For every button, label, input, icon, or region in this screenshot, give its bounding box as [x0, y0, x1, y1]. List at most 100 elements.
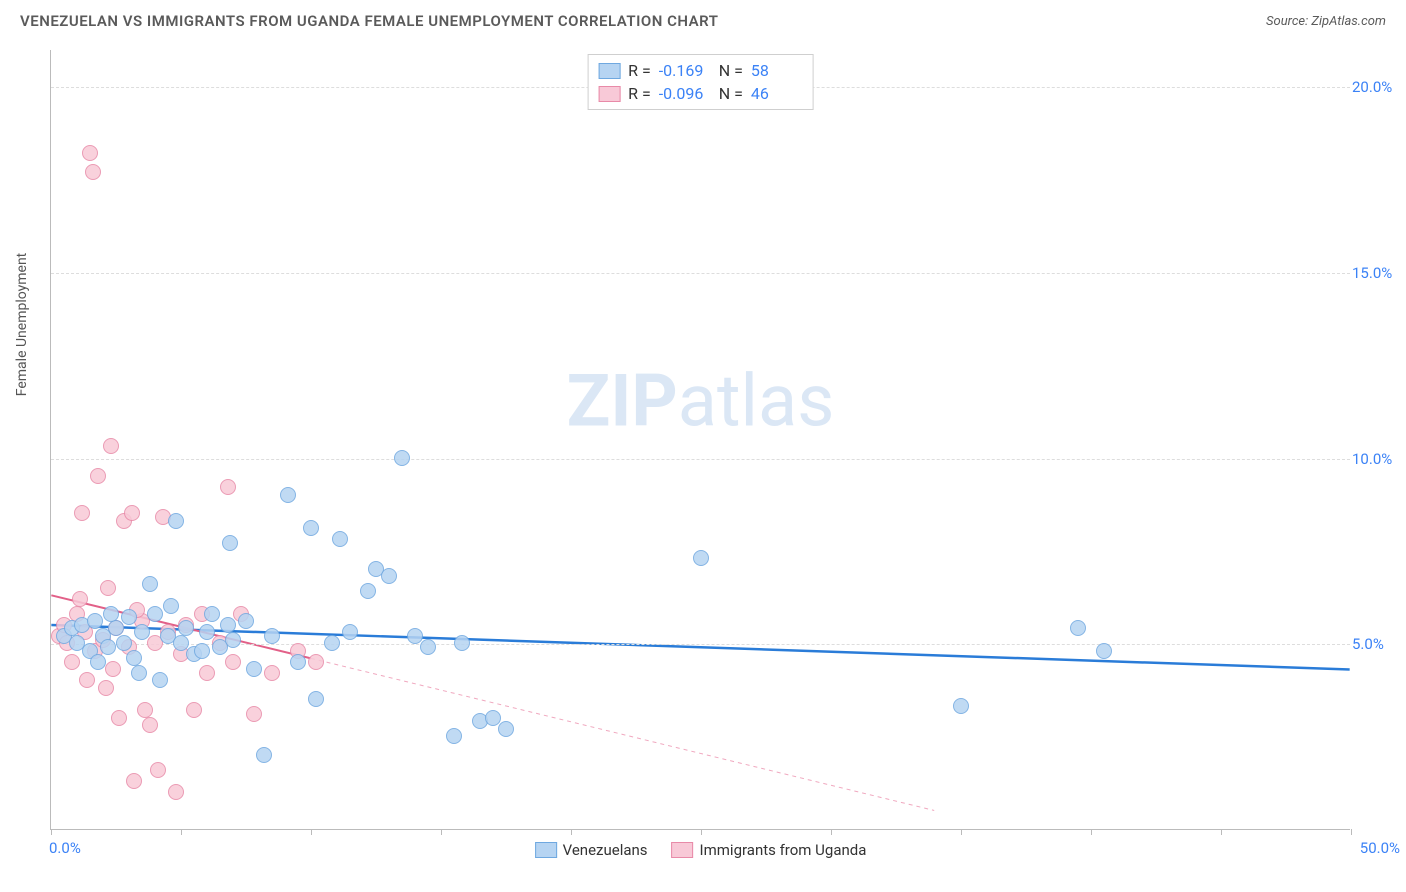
gridline [51, 459, 1350, 460]
x-tick [961, 829, 962, 835]
scatter-point [308, 654, 324, 670]
legend-item-series-0: Venezuelans [535, 841, 648, 859]
scatter-point [134, 624, 150, 640]
scatter-point [199, 624, 215, 640]
scatter-point [178, 620, 194, 636]
scatter-point [79, 672, 95, 688]
x-tick [1091, 829, 1092, 835]
r-value-series-1: -0.096 [659, 84, 711, 103]
scatter-point [194, 643, 210, 659]
legend-row-series-0: R = -0.169 N = 58 [598, 59, 803, 82]
scatter-point [168, 784, 184, 800]
scatter-point [100, 639, 116, 655]
scatter-point [85, 164, 101, 180]
scatter-point [308, 691, 324, 707]
scatter-point [953, 698, 969, 714]
scatter-point [264, 665, 280, 681]
scatter-point [103, 438, 119, 454]
r-label: R = [628, 61, 651, 80]
scatter-point [90, 468, 106, 484]
y-tick-label: 5.0% [1352, 635, 1400, 653]
scatter-point [199, 665, 215, 681]
scatter-point [131, 665, 147, 681]
scatter-point [163, 598, 179, 614]
x-tick [181, 829, 182, 835]
chart-title: VENEZUELAN VS IMMIGRANTS FROM UGANDA FEM… [20, 12, 718, 30]
legend-swatch-bottom-0 [535, 842, 557, 858]
scatter-point [342, 624, 358, 640]
scatter-point [150, 762, 166, 778]
legend-swatch-series-1 [598, 86, 620, 102]
r-value-series-0: -0.169 [659, 61, 711, 80]
chart-container: Female Unemployment ZIPatlas R = -0.169 … [50, 50, 1380, 870]
x-tick [311, 829, 312, 835]
scatter-point [303, 520, 319, 536]
scatter-point [360, 583, 376, 599]
scatter-point [142, 576, 158, 592]
gridline [51, 644, 1350, 645]
legend-correlation-box: R = -0.169 N = 58 R = -0.096 N = 46 [587, 54, 814, 110]
scatter-point [90, 654, 106, 670]
legend-label-series-1: Immigrants from Uganda [700, 841, 867, 859]
n-value-series-0: 58 [751, 61, 803, 80]
scatter-point [105, 661, 121, 677]
scatter-point [137, 702, 153, 718]
n-label: N = [719, 61, 743, 80]
scatter-point [186, 702, 202, 718]
scatter-point [256, 747, 272, 763]
scatter-point [238, 613, 254, 629]
scatter-point [147, 606, 163, 622]
scatter-point [72, 591, 88, 607]
scatter-point [1096, 643, 1112, 659]
scatter-point [332, 531, 348, 547]
scatter-point [246, 661, 262, 677]
scatter-point [64, 654, 80, 670]
scatter-point [324, 635, 340, 651]
scatter-point [152, 672, 168, 688]
n-label: N = [719, 84, 743, 103]
scatter-point [74, 505, 90, 521]
scatter-point [454, 635, 470, 651]
scatter-point [111, 710, 127, 726]
scatter-point [204, 606, 220, 622]
scatter-point [220, 617, 236, 633]
scatter-point [100, 580, 116, 596]
x-axis-min-label: 0.0% [49, 839, 81, 857]
y-tick-label: 10.0% [1352, 450, 1400, 468]
scatter-point [126, 773, 142, 789]
scatter-point [126, 650, 142, 666]
legend-swatch-bottom-1 [672, 842, 694, 858]
legend-swatch-series-0 [598, 63, 620, 79]
scatter-point [290, 654, 306, 670]
legend-label-series-0: Venezuelans [563, 841, 648, 859]
scatter-point [121, 609, 137, 625]
scatter-point [103, 606, 119, 622]
scatter-point [222, 535, 238, 551]
y-axis-label: Female Unemployment [14, 253, 30, 397]
x-tick [1221, 829, 1222, 835]
scatter-point [82, 145, 98, 161]
x-tick [571, 829, 572, 835]
scatter-point [264, 628, 280, 644]
scatter-point [394, 450, 410, 466]
scatter-point [420, 639, 436, 655]
x-tick [1351, 829, 1352, 835]
n-value-series-1: 46 [751, 84, 803, 103]
scatter-point [498, 721, 514, 737]
scatter-point [225, 654, 241, 670]
x-axis-max-label: 50.0% [1360, 839, 1400, 857]
scatter-point [124, 505, 140, 521]
x-tick [441, 829, 442, 835]
y-tick-label: 15.0% [1352, 264, 1400, 282]
scatter-point [280, 487, 296, 503]
legend-row-series-1: R = -0.096 N = 46 [598, 82, 803, 105]
gridline [51, 273, 1350, 274]
x-tick [51, 829, 52, 835]
scatter-point [87, 613, 103, 629]
legend-series-names: Venezuelans Immigrants from Uganda [535, 841, 867, 859]
r-label: R = [628, 84, 651, 103]
scatter-point [220, 479, 236, 495]
scatter-point [142, 717, 158, 733]
scatter-point [446, 728, 462, 744]
scatter-point [108, 620, 124, 636]
